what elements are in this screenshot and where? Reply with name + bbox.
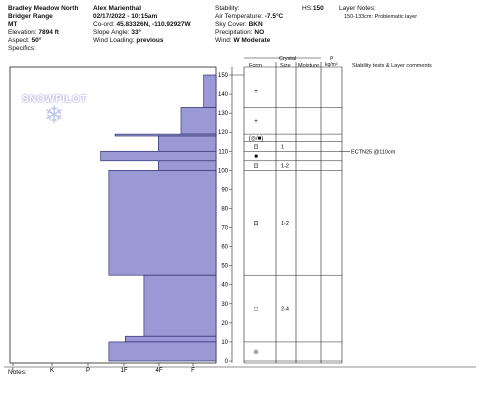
layer-notes-label: Layer Notes: [339,5,376,12]
height-label: 30 [221,302,228,308]
height-label: 140 [218,92,229,98]
hardness-bar [108,170,217,276]
wind-loading-row: Wind Loading: previous [93,37,164,44]
air-temp-row: Air Temperature: -7.5°C [215,13,284,20]
layer-size: 1-2 [281,221,289,227]
height-label: 110 [218,149,228,155]
hardness-bar [100,150,217,162]
sky-row: Sky Cover: BKN [215,21,263,28]
height-label: 100 [218,168,229,174]
snowflake-icon: ❄ [44,102,65,129]
height-label: 150 [218,73,229,79]
height-label: 50 [221,264,228,270]
hardness-bar [125,335,217,343]
moisture-header: Moisture [298,63,320,69]
slope-row: Slope Angle: 33° [93,29,142,36]
hardness-bar [143,274,217,337]
aspect-row: Aspect: 50° [8,37,42,44]
hardness-label: 4F [155,368,162,374]
height-label: 60 [221,245,228,251]
height-label: 80 [221,206,228,212]
precip-row: Precipitation: NO [215,29,265,36]
density-unit-header: kg/m³ [325,62,338,68]
hardness-bar [158,160,217,171]
layer-size: 1-2 [281,164,289,170]
notes-label: Notes: [8,369,27,376]
test-result-text: ECTN25 @110cm [351,149,396,155]
hs-row: HS:150 [302,5,324,12]
height-label: 120 [218,130,229,136]
layer-notes-text: 150-133cm: Problematic layer [344,14,418,20]
height-label: 90 [221,187,228,193]
datetime: 02/17/2022 - 10:15am [93,13,158,20]
hardness-bar [180,107,217,135]
layer-form: + [254,119,258,125]
hardness-bar [108,341,217,362]
height-label: 10 [221,340,228,346]
specifics-label: Specifics: [8,45,36,52]
hardness-label: P [86,368,90,374]
height-label: 40 [221,283,228,289]
stability-label: Stability: [215,5,240,12]
height-label: 20 [221,321,228,327]
density-symbol: ρ [330,55,334,61]
layer-form: ⊡ [253,145,258,151]
location-range: Bridger Range [8,13,53,20]
layer-form: ⊡ [253,164,258,170]
hardness-label: K [50,368,54,374]
location-name: Bradley Meadow North [8,5,79,12]
hardness-label: I [12,368,14,374]
elevation-row: Elevation: 7894 ft [8,29,59,36]
layer-form: ◎ [253,349,258,355]
layer-form: (◎/■) [249,136,264,142]
layer-size: 1 [281,145,284,151]
layer-form: ⊡ [253,221,258,227]
location-state: MT [8,21,18,28]
form-header: Form [249,63,262,69]
size-header: Size [280,63,291,69]
tests-header: Stability tests & Layer comments [352,63,432,69]
coord-row: Co-ord: 45.83326N, -110.92927W [93,21,191,28]
height-label: 0 [225,359,229,365]
layer-form: + [254,89,258,95]
hardness-label: 1F [120,368,127,374]
hardness-bar [203,74,217,108]
hardness-bar [158,135,217,152]
layer-form: ■ [254,154,258,160]
wind-row: Wind: W Moderate [215,37,271,44]
hardness-label: F [191,368,195,374]
layer-size: 2-4 [281,307,289,313]
layer-form: □ [254,307,258,313]
snowpilot-logo: SNOWPILOT [22,94,88,105]
crystal-header: Crystal [279,56,297,62]
height-label: 70 [221,226,228,232]
observer: Alex Marienthal [93,5,142,12]
height-label: 130 [218,111,229,117]
